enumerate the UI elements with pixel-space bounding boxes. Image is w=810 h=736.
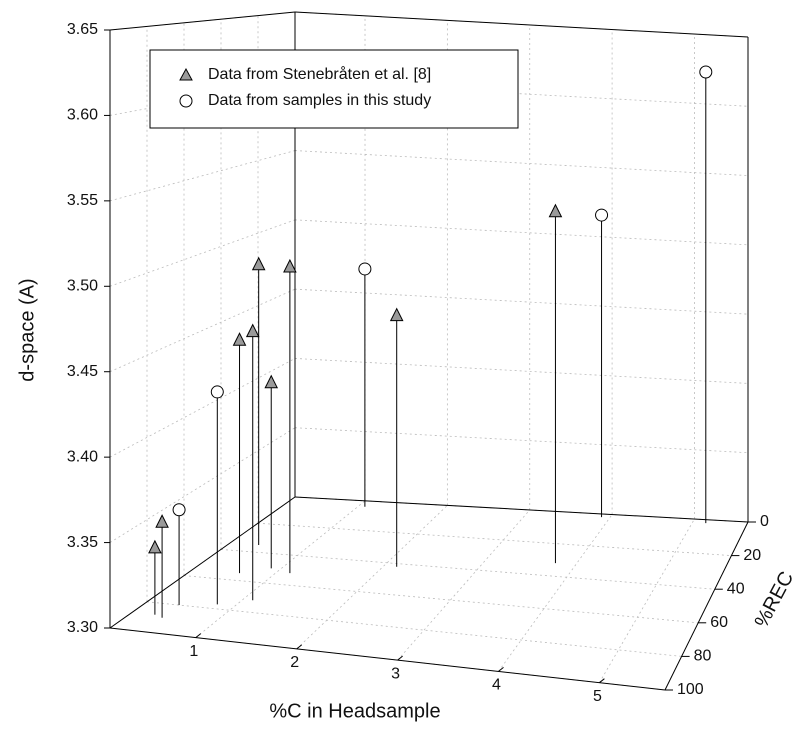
axis-line — [664, 521, 749, 691]
grid-line — [109, 219, 296, 287]
grid-line — [257, 522, 732, 556]
grid-line — [294, 358, 749, 384]
z-tick-label: 3.60 — [67, 107, 98, 124]
z-tick-label: 3.65 — [67, 21, 98, 38]
grid-line — [397, 509, 531, 661]
y-tick-label: 0 — [760, 513, 769, 530]
axis-line — [109, 627, 666, 691]
data-point — [172, 503, 186, 517]
grid-line — [109, 288, 296, 373]
data-point — [148, 539, 162, 554]
axis-line — [109, 496, 296, 629]
data-point — [283, 258, 297, 273]
data-point — [358, 262, 372, 276]
data-point — [245, 323, 260, 338]
y-axis-label: %REC — [751, 568, 799, 631]
tick-mark — [296, 644, 302, 650]
z-tick-label: 3.30 — [67, 619, 98, 636]
x-axis-label: %C in Headsample — [269, 700, 440, 722]
legend-marker — [179, 67, 193, 81]
tick-mark — [599, 678, 605, 684]
tick-mark — [397, 655, 403, 661]
data-point — [699, 65, 713, 79]
grid-line — [294, 427, 749, 454]
data-point — [232, 332, 247, 346]
z-tick-label: 3.50 — [67, 278, 98, 295]
grid-line — [183, 575, 699, 624]
grid-line — [599, 518, 695, 683]
z-tick-label: 3.45 — [67, 363, 98, 380]
z-tick-label: 3.40 — [67, 448, 98, 465]
axis-line — [109, 11, 296, 31]
data-point — [155, 514, 169, 528]
legend-marker — [179, 94, 193, 108]
grid-line — [294, 288, 749, 315]
grid-line — [109, 427, 296, 543]
data-point — [210, 385, 224, 399]
z-axis-label: d-space (A) — [16, 278, 38, 381]
x-tick-label: 3 — [391, 665, 400, 682]
z-tick-label: 3.35 — [67, 534, 98, 551]
data-point — [264, 374, 279, 389]
data-point — [251, 256, 266, 271]
data-point — [389, 307, 404, 322]
x-tick-label: 2 — [290, 654, 299, 671]
grid-line — [498, 514, 613, 672]
z-tick-label: 3.55 — [67, 192, 98, 209]
grid-line — [109, 358, 296, 458]
legend-label: Data from samples in this study — [208, 92, 431, 109]
y-tick-label: 20 — [743, 547, 761, 564]
x-tick-label: 1 — [189, 643, 198, 660]
grid-line — [146, 601, 682, 657]
tick-mark — [498, 667, 504, 672]
grid-line — [294, 150, 749, 176]
grid-line — [220, 549, 715, 590]
grid-line — [296, 505, 448, 650]
y-tick-label: 60 — [710, 614, 728, 631]
data-point — [548, 203, 563, 218]
grid-line — [109, 150, 296, 202]
grid-line — [195, 500, 366, 638]
y-tick-label: 80 — [694, 648, 712, 665]
axis-line — [294, 496, 749, 523]
legend-label: Data from Stenebråten et al. [8] — [208, 65, 431, 83]
axis-line — [294, 11, 749, 38]
y-tick-label: 100 — [677, 681, 704, 698]
x-tick-label: 4 — [492, 677, 501, 694]
y-tick-label: 40 — [727, 580, 745, 597]
tick-mark — [195, 633, 202, 638]
x-tick-label: 5 — [593, 688, 602, 705]
data-point — [595, 208, 609, 222]
legend-box — [149, 49, 519, 129]
grid-line — [294, 219, 749, 246]
